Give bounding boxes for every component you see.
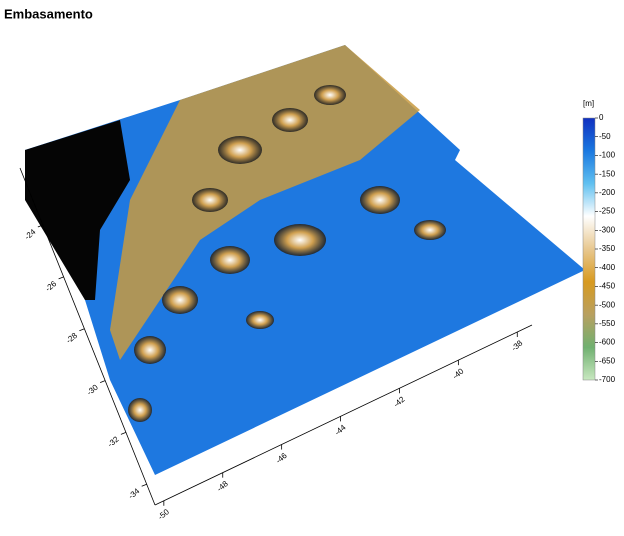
y-tick: [142, 484, 147, 486]
chart: Embasamento [m] -50 -48 -46 -44 -42 -40 -38 -24…: [0, 0, 624, 531]
colorbar-tick-label: -250: [599, 207, 616, 216]
y-tick-label: -32: [106, 434, 121, 449]
colorbar-tick-label: -300: [599, 225, 616, 234]
y-tick-label: -34: [127, 486, 142, 501]
colorbar-tick-label: -350: [599, 244, 616, 253]
x-tick-label: -42: [392, 394, 407, 409]
y-tick: [121, 432, 126, 434]
colorbar-label: [m]: [583, 99, 594, 108]
colorbar: [583, 118, 595, 380]
colorbar-tick-label: -700: [599, 375, 616, 384]
colorbar-tick-label: -400: [599, 263, 616, 272]
colorbar-tick-label: 0: [599, 113, 604, 122]
y-tick: [79, 329, 84, 331]
x-tick-label: -44: [333, 423, 348, 438]
colorbar-tick-label: -150: [599, 169, 616, 178]
x-tick-label: -50: [156, 507, 171, 522]
y-tick-label: -24: [23, 227, 38, 242]
y-tick-label: -28: [64, 331, 79, 346]
colorbar-tick-label: -100: [599, 151, 616, 160]
y-tick: [59, 277, 64, 279]
x-tick-label: -48: [215, 479, 230, 494]
chart-title: Embasamento: [4, 6, 93, 21]
colorbar-tick-label: -50: [599, 132, 611, 141]
colorbar-tick-label: -200: [599, 188, 616, 197]
y-tick: [100, 381, 105, 383]
x-tick-label: -46: [274, 451, 289, 466]
y-tick-label: -26: [44, 279, 59, 294]
y-tick-label: -30: [85, 382, 100, 397]
surface: [25, 45, 585, 475]
x-tick-label: -40: [451, 366, 466, 381]
colorbar-tick-label: -600: [599, 338, 616, 347]
colorbar-tick-label: -450: [599, 282, 616, 291]
colorbar-tick-label: -500: [599, 300, 616, 309]
x-tick-label: -38: [510, 338, 525, 353]
colorbar-tick-label: -650: [599, 356, 616, 365]
colorbar-tick-label: -550: [599, 319, 616, 328]
